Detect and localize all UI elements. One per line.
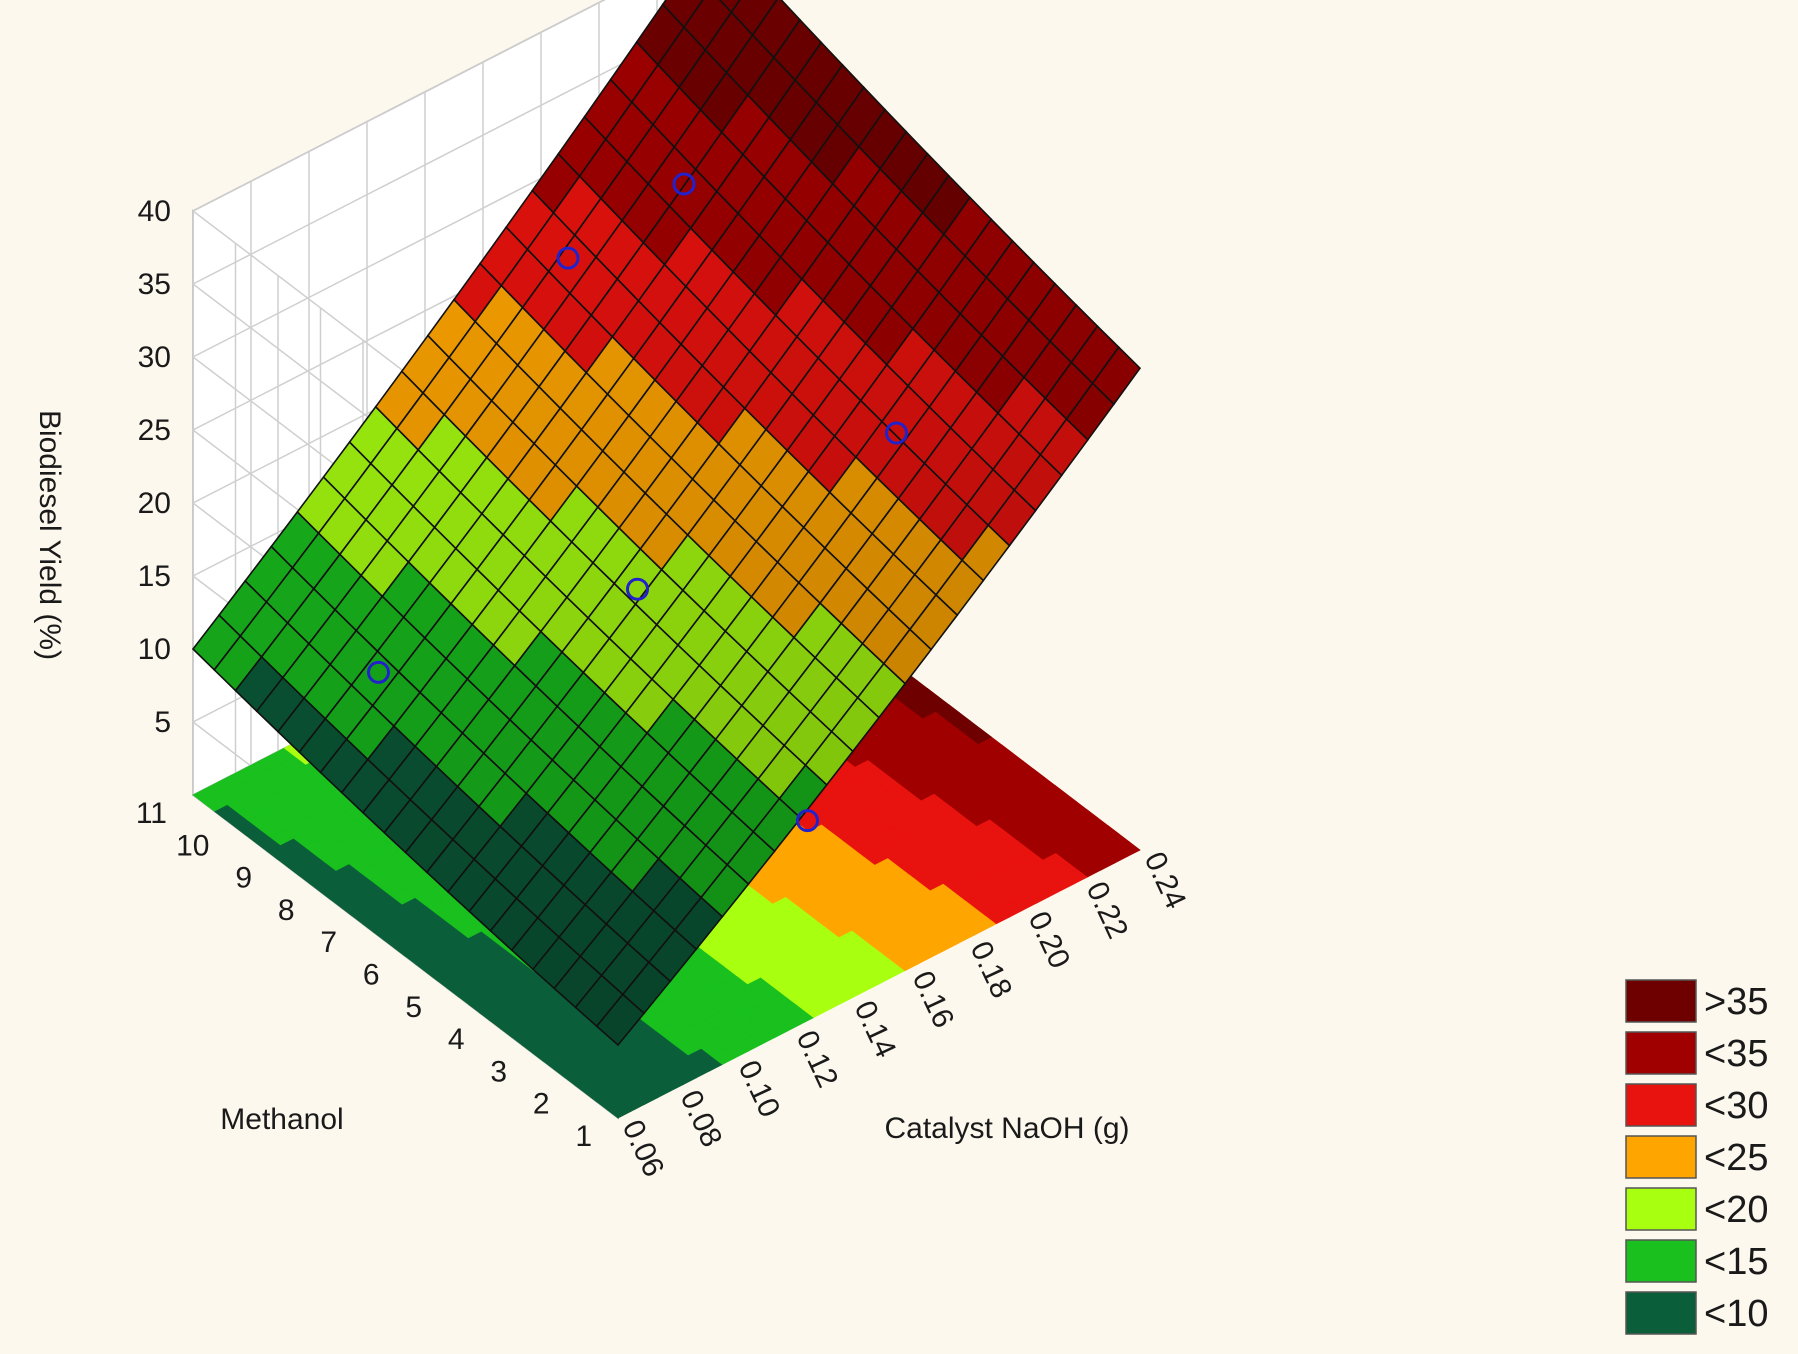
- y-tick-label: 11: [136, 797, 167, 830]
- observed-point: [556, 246, 580, 270]
- z-tick-label: 5: [154, 706, 171, 739]
- y-tick-label: 4: [448, 1023, 465, 1056]
- legend-swatch: [1625, 1083, 1697, 1127]
- legend-label: <35: [1704, 1033, 1768, 1075]
- legend-label: >35: [1704, 981, 1768, 1023]
- legend-swatch: [1625, 1291, 1697, 1335]
- z-tick-label: 15: [138, 560, 171, 593]
- legend: >35 <35 <30 <25 <20 <15 <10: [1625, 979, 1768, 1335]
- x-axis-title: Catalyst NaOH (g): [884, 1112, 1129, 1145]
- z-tick-label: 40: [138, 195, 171, 228]
- observed-point: [672, 172, 696, 196]
- y-tick-label: 7: [320, 926, 337, 959]
- z-tick-label: 10: [138, 633, 171, 666]
- y-tick-label: 6: [363, 959, 380, 992]
- y-tick-label: 5: [405, 991, 422, 1024]
- legend-swatch: [1625, 979, 1697, 1023]
- z-tick-label: 20: [138, 487, 171, 520]
- z-tick-label: 35: [138, 268, 171, 301]
- y-axis-title: Methanol: [220, 1103, 343, 1136]
- legend-label: <10: [1704, 1293, 1768, 1335]
- z-tick-label: 30: [138, 341, 171, 374]
- y-tick-label: 1: [575, 1120, 592, 1153]
- legend-label: <25: [1704, 1137, 1768, 1179]
- legend-swatch: [1625, 1187, 1697, 1231]
- legend-label: <20: [1704, 1189, 1768, 1231]
- surface-cell: [718, 0, 741, 14]
- observed-point: [885, 421, 908, 445]
- z-tick-label: 25: [138, 414, 171, 447]
- y-tick-label: 9: [235, 862, 252, 895]
- observed-point: [626, 577, 649, 601]
- surface-cell: [1091, 346, 1142, 406]
- legend-label: <30: [1704, 1085, 1768, 1127]
- y-tick-label: 2: [533, 1088, 550, 1121]
- legend-swatch: [1625, 1031, 1697, 1075]
- legend-swatch: [1625, 1135, 1697, 1179]
- legend-swatch: [1625, 1239, 1697, 1283]
- observed-points: [367, 172, 908, 833]
- y-tick-label: 3: [490, 1055, 507, 1088]
- response-surface: [191, 0, 1142, 1047]
- legend-label: <15: [1704, 1241, 1768, 1283]
- y-tick-label: 8: [278, 894, 295, 927]
- observed-point: [796, 809, 819, 833]
- y-tick-label: 10: [176, 829, 209, 862]
- z-axis-title: Biodiesel Yield (%): [33, 410, 66, 660]
- observed-point: [367, 660, 390, 684]
